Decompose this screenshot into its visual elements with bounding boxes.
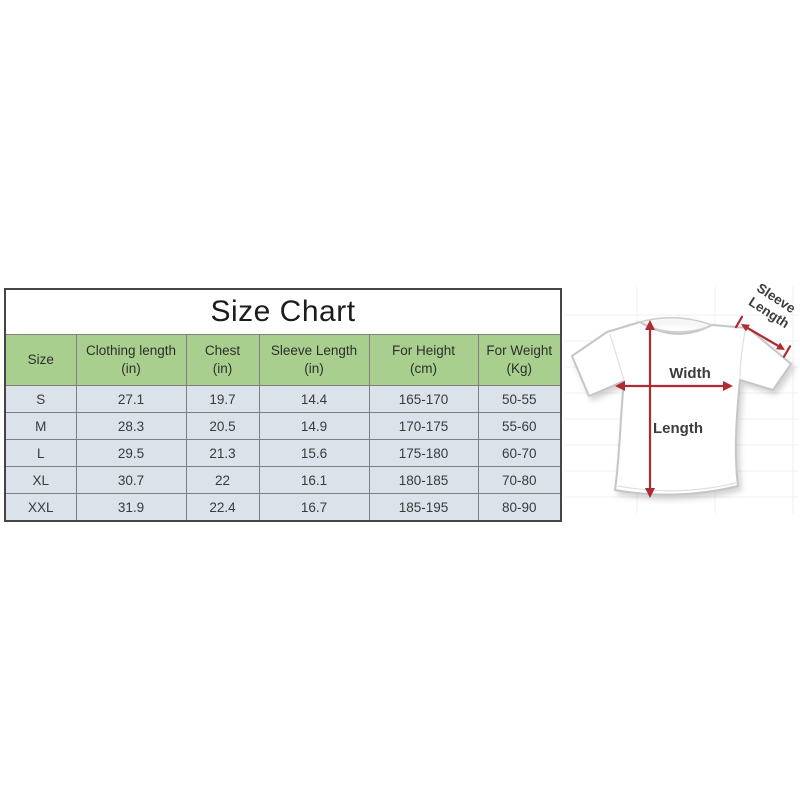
column-header-label: Chest — [204, 343, 241, 359]
tshirt-diagram: Width Length Sleeve Length — [564, 280, 800, 514]
column-header-unit: (cm) — [410, 361, 437, 376]
header-row: Size Clothing length (in) Chest (in) Sle… — [4, 334, 562, 386]
column-header-unit: (in) — [121, 361, 141, 376]
width-arrow-head-right — [723, 381, 733, 391]
table-row-l: L 29.5 21.3 15.6 175-180 60-70 — [4, 439, 562, 467]
width-label: Width — [669, 365, 711, 382]
measurement-arrows — [615, 315, 792, 498]
cell-for-weight: 80-90 — [477, 493, 562, 522]
cell-for-height: 170-175 — [368, 412, 479, 440]
cell-size: S — [4, 385, 77, 413]
page-title: Size Chart — [4, 288, 562, 335]
cell-for-weight: 50-55 — [477, 385, 562, 413]
cell-for-weight: 70-80 — [477, 466, 562, 494]
column-header-label: For Height — [391, 343, 456, 359]
sleeve-arrow-tick-end — [782, 345, 792, 358]
sleeve-arrow-head-start — [741, 324, 750, 332]
column-header-for-weight: For Weight (Kg) — [477, 334, 562, 386]
column-header-unit: (in) — [304, 361, 324, 376]
length-arrow-head-bottom — [645, 488, 655, 498]
sleeve-arrow-tick-start — [734, 315, 744, 329]
cell-sleeve-length: 16.7 — [258, 493, 370, 522]
hem-line — [617, 482, 737, 492]
column-header-unit: (in) — [212, 361, 233, 376]
cell-chest: 22.4 — [185, 493, 260, 522]
table-row-s: S 27.1 19.7 14.4 165-170 50-55 — [4, 385, 562, 413]
length-arrow-head-top — [645, 320, 655, 330]
sleeve-length-label: Sleeve Length — [745, 280, 800, 331]
column-header-for-height: For Height (cm) — [368, 334, 479, 386]
column-header-unit: (Kg) — [506, 361, 533, 376]
column-header-chest: Chest (in) — [185, 334, 260, 386]
right-sleeve-seam — [739, 330, 746, 380]
tshirt-body — [571, 321, 792, 496]
title-row: Size Chart — [4, 288, 562, 335]
column-header-size: Size — [4, 334, 77, 386]
cell-for-height: 180-185 — [368, 466, 479, 494]
cell-for-height: 165-170 — [368, 385, 479, 413]
left-sleeve-seam — [609, 334, 625, 381]
table-row-xxl: XXL 31.9 22.4 16.7 185-195 80-90 — [4, 493, 562, 522]
column-header-label: Clothing length — [85, 343, 177, 359]
cell-for-weight: 60-70 — [477, 439, 562, 467]
cell-sleeve-length: 16.1 — [258, 466, 370, 494]
cell-clothing-length: 27.1 — [75, 385, 187, 413]
length-label: Length — [653, 420, 703, 437]
width-arrow-head-left — [615, 381, 625, 391]
cell-chest: 20.5 — [185, 412, 260, 440]
sleeve-arrow-head-end — [776, 342, 785, 350]
cell-chest: 22 — [185, 466, 260, 494]
table-row-m: M 28.3 20.5 14.9 170-175 55-60 — [4, 412, 562, 440]
cell-for-height: 185-195 — [368, 493, 479, 522]
cell-sleeve-length: 14.4 — [258, 385, 370, 413]
cell-clothing-length: 28.3 — [75, 412, 187, 440]
cell-size: M — [4, 412, 77, 440]
collar-back-line — [639, 316, 713, 326]
cell-clothing-length: 29.5 — [75, 439, 187, 467]
cell-clothing-length: 30.7 — [75, 466, 187, 494]
table-row-xl: XL 30.7 22 16.1 180-185 70-80 — [4, 466, 562, 494]
column-header-label: Size — [27, 352, 54, 368]
cell-for-weight: 55-60 — [477, 412, 562, 440]
cell-size: XL — [4, 466, 77, 494]
cell-sleeve-length: 14.9 — [258, 412, 370, 440]
sleeve-arrow — [743, 325, 783, 349]
cell-for-height: 175-180 — [368, 439, 479, 467]
column-header-label: For Weight — [486, 343, 553, 359]
column-header-clothing-length: Clothing length (in) — [75, 334, 187, 386]
cell-size: L — [4, 439, 77, 467]
tshirt-outline — [571, 316, 792, 496]
cell-chest: 21.3 — [185, 439, 260, 467]
column-header-sleeve-length: Sleeve Length (in) — [258, 334, 370, 386]
cell-clothing-length: 31.9 — [75, 493, 187, 522]
cell-chest: 19.7 — [185, 385, 260, 413]
cell-size: XXL — [4, 493, 77, 522]
cell-sleeve-length: 15.6 — [258, 439, 370, 467]
column-header-label: Sleeve Length — [270, 343, 358, 359]
size-chart-table: Size Chart Size Clothing length (in) Che… — [4, 288, 563, 522]
